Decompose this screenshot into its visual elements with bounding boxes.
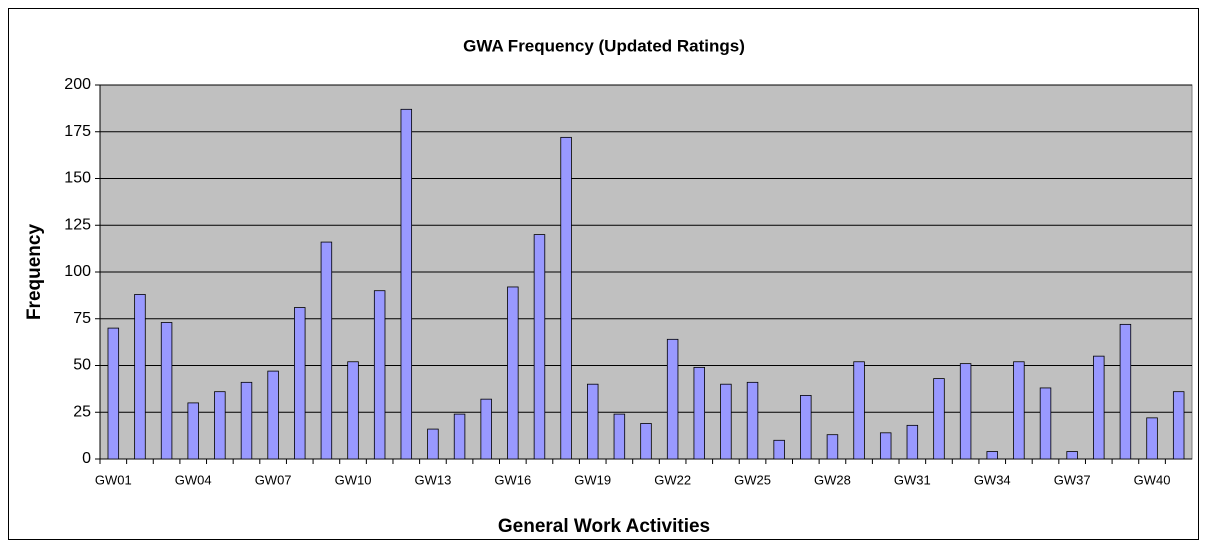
bar xyxy=(400,108,413,460)
bar xyxy=(1066,451,1078,460)
bar xyxy=(933,378,945,460)
x-axis-label: General Work Activities xyxy=(498,516,710,537)
bar xyxy=(1013,361,1025,460)
x-tick-label: GW13 xyxy=(415,472,452,487)
x-tick-label: GW19 xyxy=(574,472,611,487)
y-tick-label: 125 xyxy=(64,216,91,233)
bar xyxy=(959,363,972,460)
bar xyxy=(773,439,785,460)
bar xyxy=(214,391,226,460)
x-tick-label: GW25 xyxy=(734,472,771,487)
y-axis-label: Frequency xyxy=(24,224,45,321)
bar xyxy=(1093,355,1105,460)
chart-title: GWA Frequency (Updated Ratings) xyxy=(463,36,745,55)
bar xyxy=(986,451,998,460)
bar xyxy=(187,402,199,460)
bar xyxy=(587,383,599,460)
y-tick-label: 200 xyxy=(64,76,91,93)
bar xyxy=(347,361,359,460)
x-tick-label: GW37 xyxy=(1054,472,1091,487)
bar xyxy=(480,398,492,460)
y-tick-label: 75 xyxy=(73,310,91,327)
x-tick-label: GW01 xyxy=(95,472,132,487)
y-tick-label: 25 xyxy=(73,403,91,420)
bar xyxy=(134,294,146,460)
y-tick-label: 100 xyxy=(64,263,91,280)
x-tick-label: GW10 xyxy=(335,472,372,487)
bar xyxy=(640,423,652,460)
y-tick-label: 0 xyxy=(82,450,91,467)
bar xyxy=(800,395,812,460)
bar xyxy=(267,370,279,460)
bar xyxy=(507,286,519,460)
bar xyxy=(1119,323,1132,460)
y-tick-label: 175 xyxy=(64,123,91,140)
bar xyxy=(294,307,306,460)
x-tick-label: GW28 xyxy=(814,472,851,487)
bar xyxy=(320,241,333,460)
bar xyxy=(160,322,173,460)
bar xyxy=(826,434,839,460)
bar xyxy=(879,432,892,460)
bar xyxy=(1146,417,1158,460)
x-tick-label: GW34 xyxy=(974,472,1011,487)
bar xyxy=(107,327,120,460)
bar xyxy=(613,413,626,460)
x-tick-label: GW31 xyxy=(894,472,931,487)
bar xyxy=(1172,391,1185,460)
y-tick-label: 50 xyxy=(73,357,91,374)
bar xyxy=(666,338,679,460)
bar xyxy=(1039,387,1052,460)
x-tick-label: GW16 xyxy=(494,472,531,487)
x-tick-label: GW07 xyxy=(255,472,292,487)
bar xyxy=(906,424,919,460)
x-tick-label: GW40 xyxy=(1134,472,1171,487)
x-tick-label: GW04 xyxy=(175,472,212,487)
bar xyxy=(533,234,546,460)
x-tick-label: GW22 xyxy=(654,472,691,487)
bar xyxy=(560,136,572,460)
bar xyxy=(853,361,865,460)
bar xyxy=(453,413,466,460)
bar xyxy=(427,428,439,460)
bar xyxy=(373,290,386,460)
bar xyxy=(746,381,759,460)
y-tick-label: 150 xyxy=(64,170,91,187)
bar xyxy=(693,366,705,460)
bar xyxy=(240,381,253,460)
bar xyxy=(720,383,732,460)
